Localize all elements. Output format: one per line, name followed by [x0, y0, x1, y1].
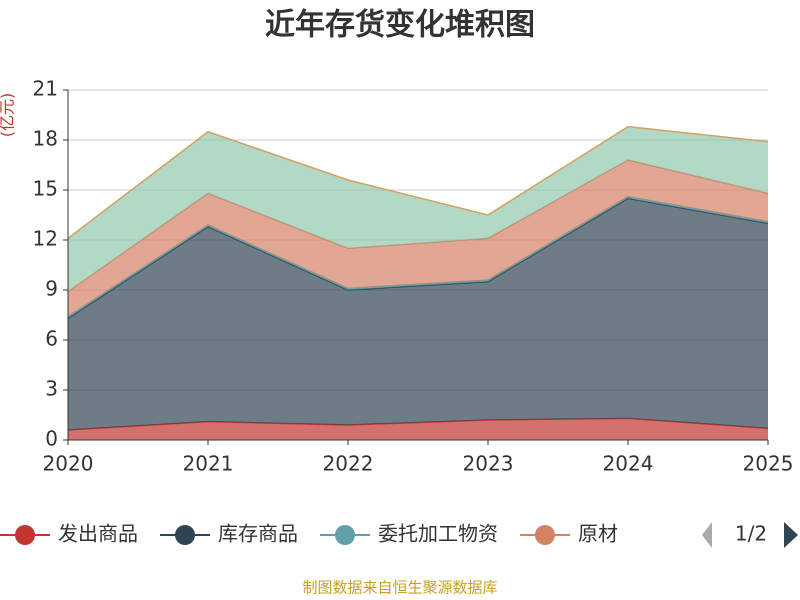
y-tick-label: 6: [45, 327, 58, 351]
x-tick-label: 2024: [603, 452, 654, 476]
legend-marker: [175, 525, 195, 545]
y-tick-label: 12: [33, 227, 58, 251]
y-tick-label: 9: [45, 277, 58, 301]
area: [68, 160, 768, 317]
y-tick-label: 21: [33, 77, 58, 101]
area: [68, 126, 768, 292]
legend-label: 原材: [578, 522, 618, 546]
legend-label: 发出商品: [58, 522, 138, 546]
x-tick-label: 2020: [43, 452, 94, 476]
y-tick-label: 0: [45, 427, 58, 451]
legend-label: 委托加工物资: [378, 522, 498, 546]
legend: 发出商品 库存商品 委托加工物资 原材: [0, 522, 618, 546]
legend-prev[interactable]: [702, 522, 712, 548]
x-tick-label: 2023: [463, 452, 514, 476]
area: [68, 418, 768, 440]
y-tick-label: 15: [33, 177, 58, 201]
legend-marker: [335, 525, 355, 545]
area-line: [67, 125, 769, 239]
y-tick-label: 3: [45, 377, 58, 401]
x-tick-label: 2025: [743, 452, 794, 476]
y-tick-label: 18: [33, 127, 58, 151]
chart-title: 近年存货变化堆积图: [265, 8, 535, 43]
legend-marker: [535, 525, 555, 545]
legend-next[interactable]: [784, 522, 798, 548]
x-tick-label: 2021: [183, 452, 234, 476]
y-axis-label: (亿元): [0, 93, 17, 138]
x-tick-label: 2022: [323, 452, 374, 476]
legend-label: 库存商品: [218, 522, 298, 546]
legend-page: 1/2: [735, 522, 767, 546]
legend-marker: [15, 525, 35, 545]
area: [68, 198, 768, 430]
source-note: 制图数据来自恒生聚源数据库: [302, 579, 497, 597]
